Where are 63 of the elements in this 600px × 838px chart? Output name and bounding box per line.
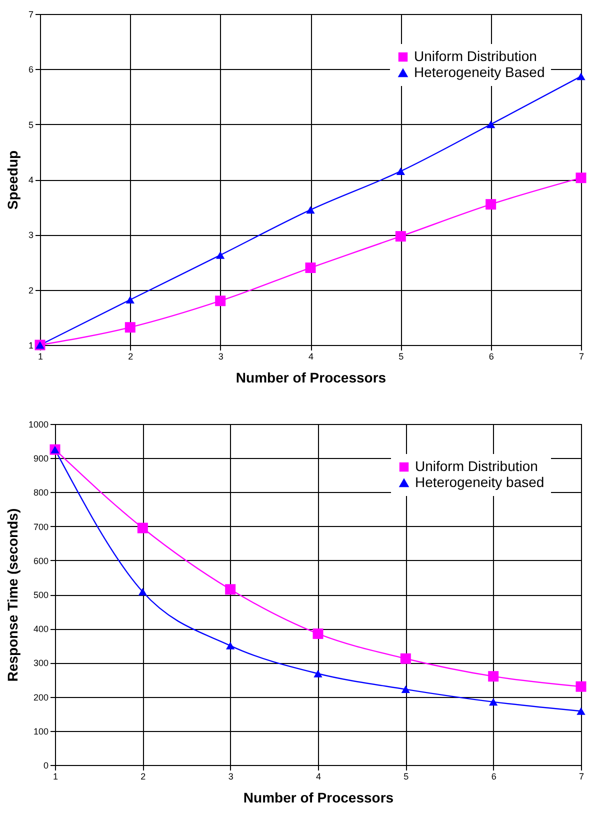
x-tick-label: 2 xyxy=(128,352,134,362)
point xyxy=(126,296,134,304)
x-tick-label: 3 xyxy=(218,352,224,362)
y-tick-label: 2 xyxy=(28,285,34,296)
x-tick-label: 5 xyxy=(404,772,409,782)
point xyxy=(124,322,136,333)
x-axis-title: Number of Processors xyxy=(236,370,386,386)
y-tick-label: 6 xyxy=(28,64,34,75)
x-tick-label: 6 xyxy=(488,352,494,362)
y-tick-label: 0 xyxy=(43,760,48,770)
y-tick-label: 800 xyxy=(33,488,48,498)
point xyxy=(489,698,498,706)
legend-label: Uniform Distribution xyxy=(414,48,537,64)
y-tick-label: 4 xyxy=(28,175,34,185)
point xyxy=(396,167,405,175)
point xyxy=(395,231,406,242)
y-tick-label: 200 xyxy=(33,692,48,702)
point xyxy=(305,262,316,274)
y-tick-label: 600 xyxy=(33,556,48,566)
point xyxy=(400,653,411,664)
point xyxy=(486,199,496,210)
legend-label: Uniform Distribution xyxy=(415,458,538,474)
y-tick-label: 700 xyxy=(33,522,48,532)
y-axis-title: Response Time (seconds) xyxy=(4,508,20,682)
y-tick-label: 500 xyxy=(33,590,48,600)
point xyxy=(216,251,225,259)
y-tick-label: 3 xyxy=(28,230,34,240)
x-tick-label: 6 xyxy=(491,772,496,782)
legend-label: Heterogeneity based xyxy=(415,474,544,490)
point xyxy=(576,72,586,80)
y-tick-label: 7 xyxy=(28,10,34,20)
point xyxy=(215,296,226,306)
point xyxy=(312,628,324,639)
x-axis-title: Number of Processors xyxy=(243,790,394,806)
y-tick-label: 5 xyxy=(28,120,34,130)
legend-label: Heterogeneity Based xyxy=(414,64,545,80)
point xyxy=(137,522,148,534)
point xyxy=(225,584,236,595)
y-tick-label: 1 xyxy=(28,340,34,350)
y-tick-label: 1000 xyxy=(28,420,48,430)
y-axis-title: Speedup xyxy=(4,150,20,210)
point xyxy=(306,206,315,214)
y-tick-label: 300 xyxy=(33,658,48,668)
x-tick-label: 3 xyxy=(228,772,234,782)
point xyxy=(401,686,410,694)
point xyxy=(138,588,147,596)
point xyxy=(576,681,586,692)
x-tick-label: 4 xyxy=(316,772,322,782)
point xyxy=(576,707,586,715)
point xyxy=(576,172,586,184)
point xyxy=(226,642,235,650)
y-tick-label: 100 xyxy=(33,726,48,736)
y-tick-label: 900 xyxy=(33,454,48,464)
point xyxy=(486,120,496,128)
x-tick-label: 1 xyxy=(52,772,58,782)
point xyxy=(488,671,499,682)
x-tick-label: 2 xyxy=(140,772,146,782)
point xyxy=(314,670,322,678)
x-tick-label: 7 xyxy=(578,772,584,782)
y-tick-label: 400 xyxy=(33,624,48,634)
x-tick-label: 4 xyxy=(308,352,314,362)
x-tick-label: 7 xyxy=(578,352,584,362)
x-tick-label: 5 xyxy=(398,352,404,362)
